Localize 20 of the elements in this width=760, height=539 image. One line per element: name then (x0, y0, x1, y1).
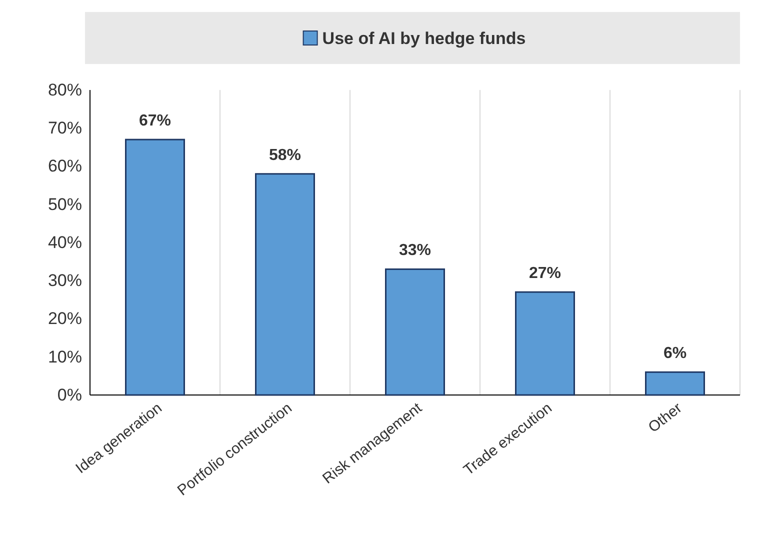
y-tick-label: 50% (48, 194, 82, 214)
text: 33% (398, 242, 432, 260)
y-tick-label: 30% (48, 271, 82, 290)
bar (515, 291, 575, 396)
bar (645, 371, 705, 396)
bar (255, 173, 315, 396)
y-tick-label: 10% (48, 347, 82, 366)
legend-label: Use of AI by hedge funds (322, 29, 526, 48)
y-tick-label: 0% (57, 385, 82, 404)
y-tick-label: 80% (48, 80, 82, 100)
bar (385, 268, 445, 396)
y-tick-label: 60% (48, 156, 82, 176)
y-tick-label: 20% (48, 309, 82, 328)
text: 67% (138, 112, 172, 130)
bar (125, 138, 185, 396)
text: 27% (528, 265, 562, 282)
y-tick-label: 70% (48, 118, 82, 138)
y-tick-label: 40% (48, 232, 82, 252)
text: 6% (663, 345, 687, 362)
text: 58% (268, 146, 302, 164)
